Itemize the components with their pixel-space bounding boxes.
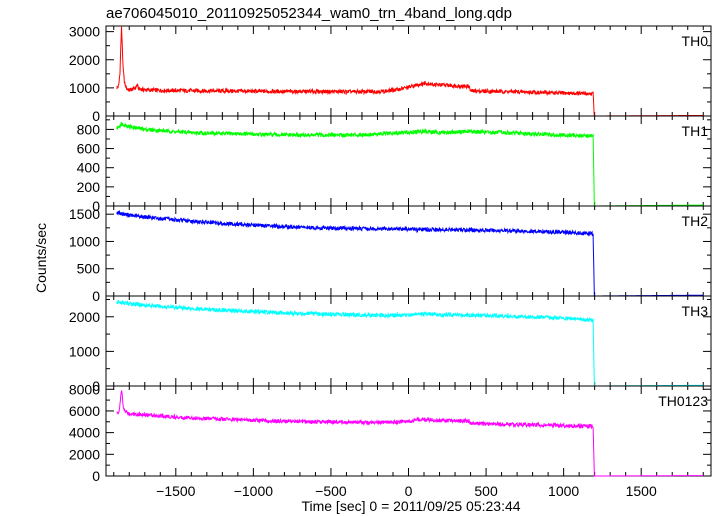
panel-th0123: 0 2000 4000 6000 8000 TH0123: [69, 381, 712, 484]
y-tick-label: 0: [92, 288, 100, 304]
y-tick-label: 1500: [69, 206, 100, 222]
panel-frame: [105, 205, 712, 297]
x-tick-label: 500: [474, 483, 498, 499]
series-label-th0123: TH0123: [658, 393, 708, 409]
y-tick-label: 0: [92, 108, 100, 124]
y-tick-label: 1000: [69, 80, 100, 96]
series-line-th0: [116, 26, 704, 117]
y-tick-label: 1000: [69, 233, 100, 249]
series-label-th0: TH0: [682, 33, 709, 49]
y-tick-label: 6000: [69, 403, 100, 419]
y-tick-label: 4000: [69, 425, 100, 441]
panel-th0: 0 1000 2000 3000 TH0: [69, 24, 712, 124]
x-tick-label: 1500: [626, 483, 657, 499]
series-line-th2: [116, 209, 704, 297]
x-tick-label: 1000: [548, 483, 579, 499]
y-tick-label: 3000: [69, 24, 100, 40]
y-tick-label: 8000: [69, 381, 100, 397]
y-tick-label: 400: [77, 160, 101, 176]
y-tick-label: 1000: [69, 343, 100, 359]
x-tick-label: −1500: [156, 483, 196, 499]
panel-frame: [105, 115, 712, 207]
x-tick-label: −500: [315, 483, 347, 499]
series-label-th2: TH2: [682, 213, 709, 229]
y-tick-label: 0: [92, 468, 100, 484]
y-tick-label: 500: [77, 261, 101, 277]
series-line-th3: [116, 299, 704, 387]
series-line-th0123: [116, 390, 704, 477]
panel-th1: 0 200 400 600 800 TH1: [77, 115, 712, 214]
panel-th2: 0 500 1000 1500 TH2: [69, 205, 712, 304]
y-tick-label: 800: [77, 121, 101, 137]
y-tick-label: 600: [77, 141, 101, 157]
y-tick-label: 0: [92, 198, 100, 214]
chart-title: ae706045010_20110925052344_wam0_trn_4ban…: [106, 5, 512, 22]
y-tick-label: 0: [92, 378, 100, 394]
y-tick-label: 2000: [69, 446, 100, 462]
x-tick-label: −1000: [234, 483, 274, 499]
y-tick-label: 2000: [69, 52, 100, 68]
panel-frame: [105, 385, 712, 477]
y-axis-label: Counts/sec: [33, 223, 49, 293]
y-tick-label: 200: [77, 179, 101, 195]
panel-th3: 0 1000 2000 TH3: [69, 295, 712, 394]
panels: 0 1000 2000 3000 TH0 0 200 400 600 800 TH1 0 500 1000…: [69, 24, 712, 499]
series-label-th3: TH3: [682, 303, 709, 319]
x-axis-label: Time [sec] 0 = 2011/09/25 05:23:44: [301, 498, 520, 514]
panel-frame: [105, 25, 712, 117]
y-tick-label: 2000: [69, 309, 100, 325]
series-label-th1: TH1: [682, 123, 709, 139]
x-tick-label: 0: [405, 483, 413, 499]
series-line-th1: [116, 122, 704, 207]
